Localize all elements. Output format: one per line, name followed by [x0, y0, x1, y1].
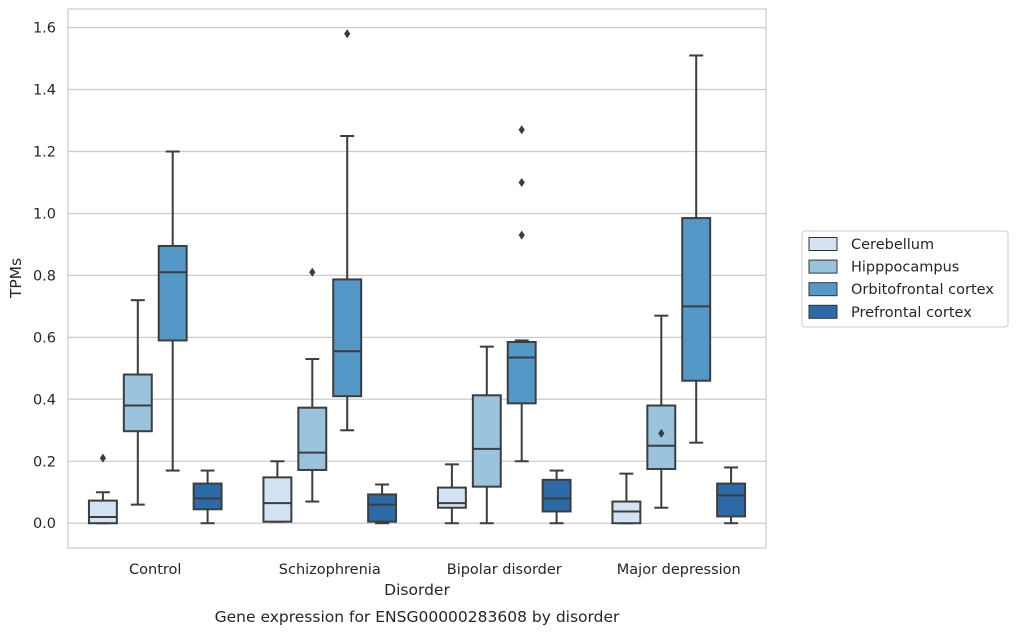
legend-swatch: [808, 259, 838, 274]
series-orbitofrontal-cortex: [157, 29, 712, 472]
box: [471, 394, 502, 488]
series-prefrontal-cortex: [192, 466, 747, 525]
box: [716, 482, 747, 518]
outlier-point: [518, 230, 525, 240]
legend-swatch: [808, 282, 838, 297]
box: [436, 486, 467, 509]
box: [367, 493, 398, 523]
series-hipppocampus: [122, 267, 677, 525]
box: [122, 373, 153, 433]
box: [297, 406, 328, 471]
outlier-point: [518, 125, 525, 135]
chart-caption: Gene expression for ENSG00000283608 by d…: [215, 608, 620, 626]
box: [87, 499, 118, 525]
y-tick-label: 1.2: [33, 144, 56, 160]
outlier-point: [344, 29, 351, 39]
box: [506, 341, 537, 405]
box: [681, 217, 712, 382]
outlier-point: [658, 428, 665, 438]
y-tick-label: 0.0: [33, 516, 56, 532]
legend-label: Orbitofrontal cortex: [851, 282, 994, 298]
legend-label: Hipppocampus: [851, 260, 959, 276]
y-tick-labels: 0.0 0.2 0.4 0.6 0.8 1.0 1.2 1.4 1.6: [33, 21, 56, 533]
y-tick-label: 0.4: [33, 392, 56, 408]
outlier-point: [518, 177, 525, 187]
x-tick-label: Major depression: [617, 562, 741, 578]
y-tick-label: 0.8: [33, 268, 56, 284]
y-tick-label: 0.6: [33, 330, 56, 346]
legend-frame: [801, 230, 1009, 328]
legend-label: Prefrontal cortex: [851, 305, 972, 321]
y-axis-label: TPMs: [7, 258, 25, 299]
box: [332, 278, 363, 398]
y-tick-label: 0.2: [33, 454, 56, 470]
legend: Cerebellum Hipppocampus Orbitofrontal cort…: [801, 230, 1009, 328]
x-axis-label: Disorder: [384, 581, 450, 599]
x-tick-label: Control: [129, 562, 181, 578]
y-tick-label: 1.6: [33, 21, 56, 37]
box: [157, 244, 188, 342]
legend-swatch: [808, 304, 838, 319]
grid-lines: [68, 26, 766, 524]
outlier-point: [99, 453, 107, 463]
box: [192, 482, 223, 511]
y-tick-label: 1.0: [33, 206, 56, 222]
box-series: [87, 29, 747, 525]
y-tick-label: 1.4: [33, 83, 56, 99]
x-tick-label: Schizophrenia: [279, 562, 381, 578]
outlier-point: [309, 267, 316, 277]
legend-swatch: [808, 237, 838, 251]
legend-label: Cerebellum: [851, 237, 934, 253]
box: [541, 478, 572, 513]
box: [262, 476, 293, 523]
x-tick-label: Bipolar disorder: [447, 562, 562, 578]
series-cerebellum: [87, 453, 642, 525]
x-tick-labels: Control Schizophrenia Bipolar disorder Majo…: [129, 562, 741, 578]
